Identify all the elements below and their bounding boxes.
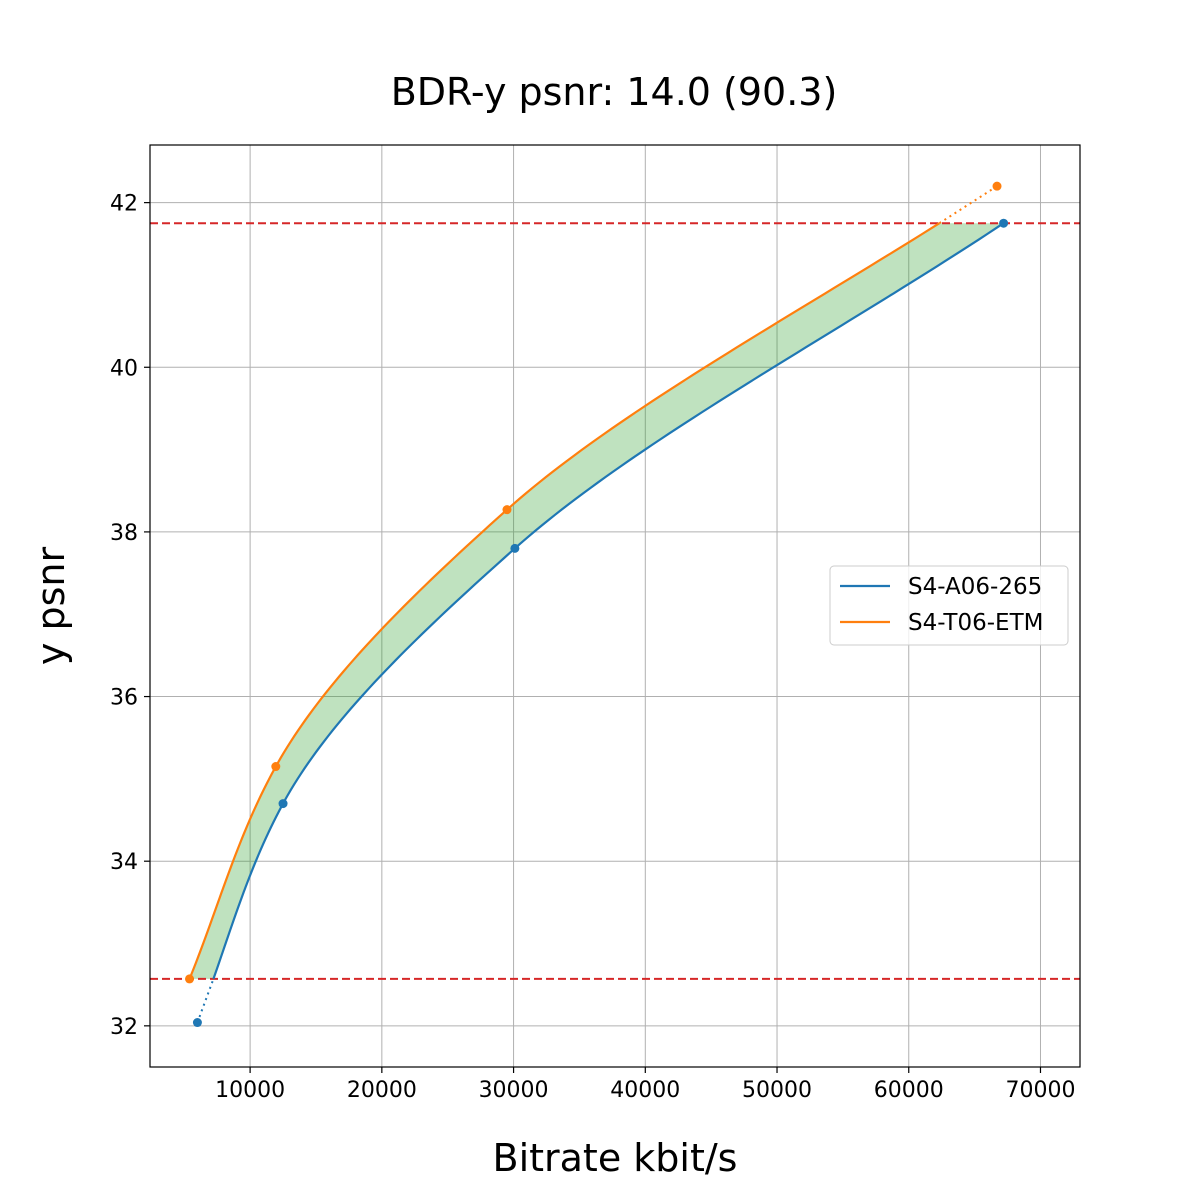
plot-frame xyxy=(149,144,1081,1068)
series-s4-a06-265 xyxy=(192,218,1009,1028)
series-extrapolation xyxy=(196,978,215,1023)
data-point xyxy=(278,799,288,809)
y-tick-label: 40 xyxy=(110,356,138,381)
x-tick-label: 20000 xyxy=(347,1078,417,1103)
data-point xyxy=(192,1018,202,1028)
data-point xyxy=(271,762,281,772)
reference-lines xyxy=(150,222,1080,980)
series-line xyxy=(212,222,1005,980)
y-tick-label: 38 xyxy=(110,521,138,546)
data-point xyxy=(510,543,520,553)
data-point xyxy=(185,974,195,984)
y-tick-label: 32 xyxy=(110,1015,138,1040)
x-tick-label: 30000 xyxy=(479,1078,549,1103)
series-s4-t06-etm xyxy=(185,181,1002,984)
data-point xyxy=(502,505,512,515)
y-tick-label: 34 xyxy=(110,850,138,875)
y-tick-label: 36 xyxy=(110,686,138,711)
y-axis-label: y psnr xyxy=(29,547,73,666)
y-axis-ticks: 32 34 36 38 40 42 xyxy=(110,192,150,1040)
x-tick-label: 50000 xyxy=(742,1078,812,1103)
chart-title: BDR-y psnr: 14.0 (90.3) xyxy=(391,70,838,114)
legend-label-s4-a06-265: S4-A06-265 xyxy=(908,574,1042,600)
x-tick-label: 10000 xyxy=(215,1078,285,1103)
series-group xyxy=(185,181,1009,1028)
x-tick-label: 70000 xyxy=(1005,1078,1075,1103)
y-tick-label: 42 xyxy=(110,192,138,217)
x-axis-label: Bitrate kbit/s xyxy=(493,1136,738,1180)
legend-label-s4-t06-etm: S4-T06-ETM xyxy=(908,610,1043,636)
series-line xyxy=(188,222,940,980)
legend: S4-A06-265 S4-T06-ETM xyxy=(829,565,1069,646)
data-point xyxy=(999,218,1009,228)
x-tick-label: 40000 xyxy=(610,1078,680,1103)
x-axis-ticks: 10000 20000 30000 40000 50000 60000 70000 xyxy=(215,1067,1075,1103)
x-tick-label: 60000 xyxy=(874,1078,944,1103)
data-point xyxy=(992,181,1002,191)
